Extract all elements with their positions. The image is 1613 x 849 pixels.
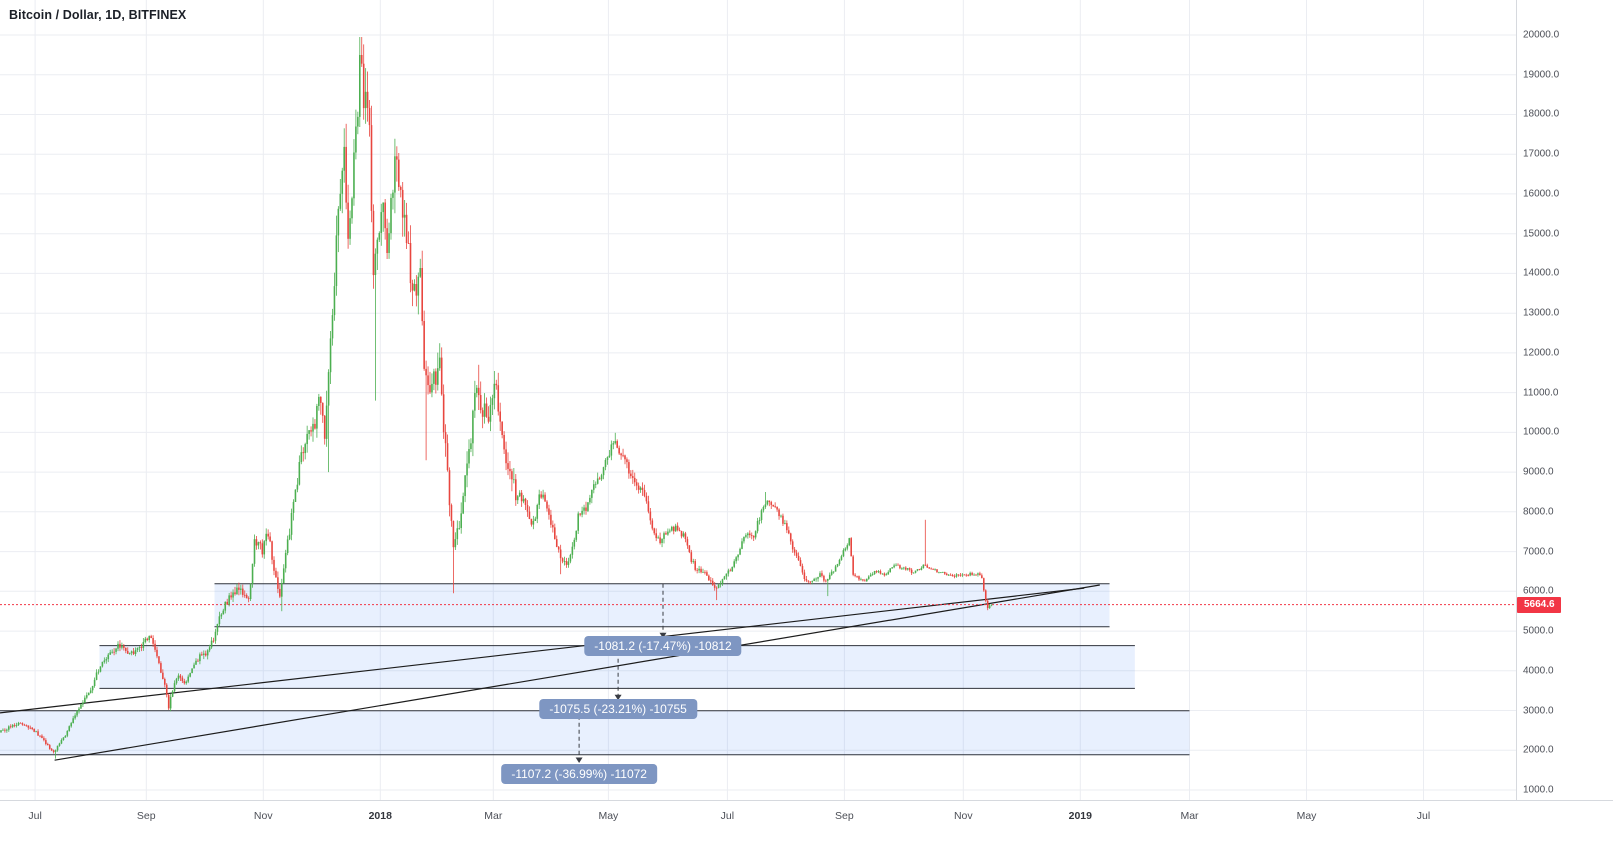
time-axis-label: 2019 [1068,810,1092,822]
time-axis-label: Nov [953,810,973,822]
time-axis-label: Jul [720,810,735,822]
price-axis-label: 3000.0 [1523,705,1554,717]
price-range-arrow[interactable] [614,651,622,701]
time-axis-label: Sep [835,810,854,822]
price-range-arrow[interactable] [575,715,583,763]
price-axis-label: 14000.0 [1523,267,1560,279]
time-axis-label: Mar [1180,810,1199,822]
price-axis-label: 13000.0 [1523,307,1560,319]
grid [0,0,1516,800]
candlestick-chart [0,0,1516,800]
price-range-label-2[interactable]: -1075.5 (-23.21%) -10755 [539,698,697,719]
price-axis-label: 17000.0 [1523,148,1560,160]
current-price-tag: 5664.6 [1517,596,1561,613]
time-axis[interactable]: Jul Sep Nov 2018 Mar May Jul Sep Nov 2019 Mar May Ju… [0,800,1613,849]
symbol-title: Bitcoin / Dollar, 1D, BITFINEX [9,8,187,22]
price-axis-label: 4000.0 [1523,665,1554,677]
time-axis-label: May [1296,810,1317,822]
price-axis-label: 1000.0 [1523,784,1554,796]
time-axis-label: Sep [136,810,156,822]
support-zone[interactable] [214,583,1110,628]
time-axis-label: May [598,810,619,822]
price-axis-label: 10000.0 [1523,426,1560,438]
price-axis-label: 15000.0 [1523,228,1560,240]
time-axis-label: Nov [253,810,273,822]
time-axis-label: 2018 [368,810,392,822]
price-axis-label: 8000.0 [1523,506,1554,518]
trendline[interactable] [54,584,1100,761]
price-range-label-3[interactable]: -1107.2 (-36.99%) -11072 [501,764,657,785]
price-axis-label: 7000.0 [1523,546,1554,558]
trendline[interactable] [0,587,1085,714]
time-axis-label: Jul [28,810,42,822]
price-axis-label: 6000.0 [1523,585,1554,597]
price-axis-label: 18000.0 [1523,108,1560,120]
price-axis-label: 9000.0 [1523,466,1554,478]
price-axis-label: 11000.0 [1523,387,1559,399]
price-axis-label: 5000.0 [1523,625,1554,637]
price-axis-label: 19000.0 [1523,69,1560,81]
support-zone[interactable] [0,710,1190,756]
price-axis[interactable]: 5664.6 1000.0 2000.0 3000.0 4000.0 5000.0 600… [1516,0,1613,800]
candlesticks [0,37,993,759]
price-range-arrow[interactable] [659,583,667,639]
price-axis-label: 12000.0 [1523,347,1560,359]
time-axis-label: Jul [1416,810,1431,822]
price-range-label-1[interactable]: -1081.2 (-17.47%) -10812 [584,636,742,657]
price-axis-label: 20000.0 [1523,29,1560,41]
time-axis-label: Mar [484,810,503,822]
chart-canvas[interactable]: Bitcoin / Dollar, 1D, BITFINEX -1081.2 (… [0,0,1516,800]
price-axis-label: 2000.0 [1523,744,1554,756]
price-axis-label: 16000.0 [1523,188,1560,200]
